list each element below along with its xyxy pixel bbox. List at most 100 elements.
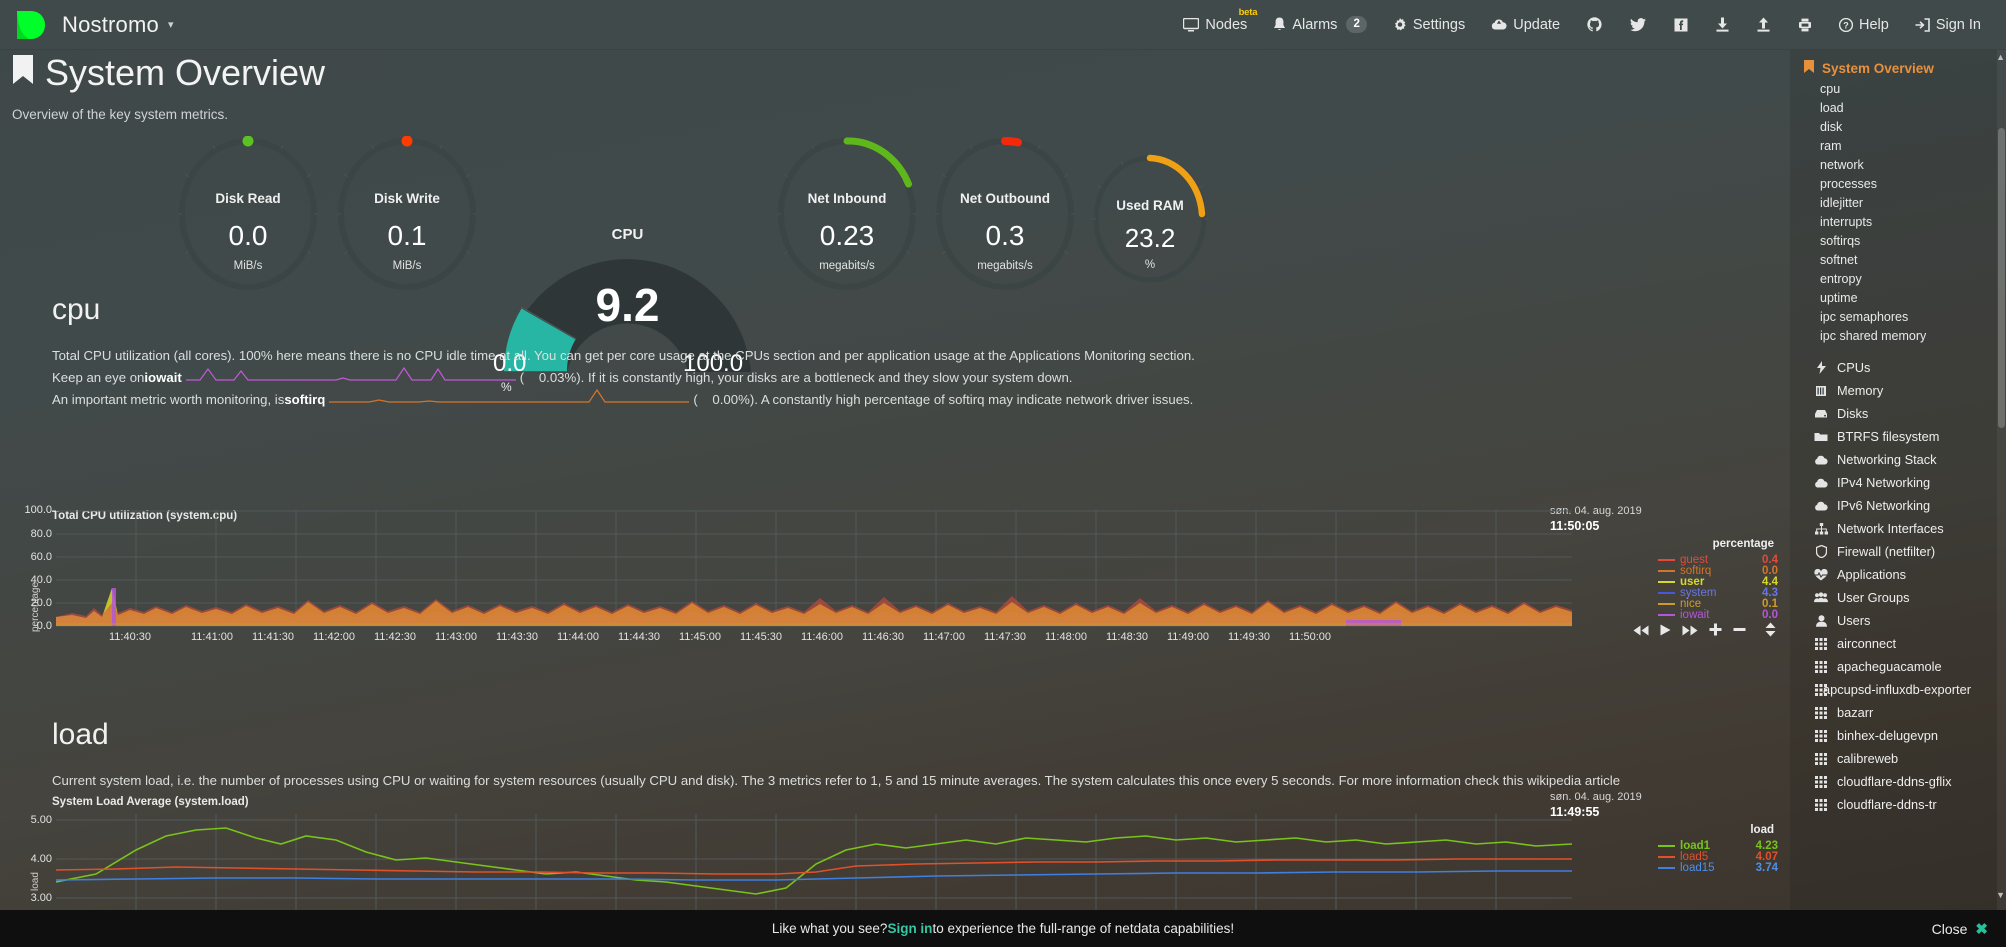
sidebar-item-network[interactable]: network xyxy=(1820,158,1864,172)
sidebar-item-apcupsd-influxdb-exporter[interactable]: apcupsd-influxdb-exporter xyxy=(1790,678,2006,701)
nav-github[interactable] xyxy=(1573,0,1616,49)
gauge-used-ram[interactable]: Used RAM 23.2 % xyxy=(1092,154,1208,284)
cpu-desc-line3-keyword: softirq xyxy=(284,391,326,407)
gauge-net-inbound[interactable]: Net Inbound 0.23 megabits/s xyxy=(777,136,917,291)
sidebar-item-cpus[interactable]: CPUs xyxy=(1790,356,2006,379)
sidebar-item-cloudflare-ddns-tr[interactable]: cloudflare-ddns-tr xyxy=(1790,793,2006,816)
zoom-in-icon[interactable] xyxy=(1709,623,1722,638)
sidebar-item-firewall-netfilter[interactable]: Firewall (netfilter) xyxy=(1790,540,2006,563)
nav-help[interactable]: ? Help xyxy=(1826,0,1902,49)
sidebar-item-calibreweb[interactable]: calibreweb xyxy=(1790,747,2006,770)
legend-item[interactable]: load15 3.74 xyxy=(1658,862,1778,874)
nav-twitter[interactable] xyxy=(1616,0,1660,49)
legend-item[interactable]: user 4.4 xyxy=(1658,576,1778,588)
sidebar-item-user-groups[interactable]: User Groups xyxy=(1790,586,2006,609)
legend-item[interactable]: guest 0.4 xyxy=(1658,554,1778,566)
close-icon: ✖ xyxy=(1975,920,1988,938)
sidebar-item-label: cloudflare-ddns-gflix xyxy=(1837,773,1952,789)
x-tick: 11:44:00 xyxy=(556,631,599,643)
sidebar-item-disk[interactable]: disk xyxy=(1820,120,1843,134)
sidebar-item-ipv4-networking[interactable]: IPv4 Networking xyxy=(1790,471,2006,494)
legend-value: 0.0 xyxy=(1762,609,1778,621)
brand-name[interactable]: Nostromo xyxy=(62,11,159,37)
rewind-icon[interactable] xyxy=(1633,624,1649,638)
nav-settings[interactable]: Settings xyxy=(1380,0,1478,49)
nav-alarms[interactable]: Alarms 2 xyxy=(1260,0,1380,49)
banner-signin-link[interactable]: Sign in xyxy=(887,921,933,936)
sidebar-header-system-overview[interactable]: System Overview xyxy=(1790,56,2006,80)
nav-export[interactable] xyxy=(1743,0,1784,49)
play-icon[interactable] xyxy=(1660,624,1671,638)
sidebar-item-softirqs[interactable]: softirqs xyxy=(1820,234,1861,248)
sidebar-item-cloudflare-ddns-gflix[interactable]: cloudflare-ddns-gflix xyxy=(1790,770,2006,793)
chart-system-load[interactable]: System Load Average (system.load) søn. 0… xyxy=(30,791,1782,921)
nav-import[interactable] xyxy=(1702,0,1743,49)
x-tick: 11:48:00 xyxy=(1044,631,1087,643)
sidebar-item-memory[interactable]: Memory xyxy=(1790,379,2006,402)
sidebar-item-airconnect[interactable]: airconnect xyxy=(1790,632,2006,655)
sidebar-item-label: Users xyxy=(1837,612,1871,628)
gauge-disk-write[interactable]: Disk Write 0.1 MiB/s xyxy=(337,135,477,291)
sidebar-item-uptime[interactable]: uptime xyxy=(1820,291,1858,305)
cpu-desc-line3-post: ). A constantly high percentage of softi… xyxy=(749,391,1194,407)
nav-facebook[interactable] xyxy=(1660,0,1702,49)
gauge-disk-read[interactable]: Disk Read 0.0 MiB/s xyxy=(178,135,318,291)
sidebar-item-interrupts[interactable]: interrupts xyxy=(1820,215,1873,229)
gauge-net-outbound[interactable]: Net Outbound 0.3 megabits/s xyxy=(935,136,1075,291)
netdata-logo-icon[interactable] xyxy=(10,8,50,42)
scroll-down-arrow[interactable]: ▼ xyxy=(1996,890,2005,900)
sidebar-item-ipc-shared-memory[interactable]: ipc shared memory xyxy=(1820,329,1927,343)
forward-icon[interactable] xyxy=(1682,624,1698,638)
sidebar-item-ipv6-networking[interactable]: IPv6 Networking xyxy=(1790,494,2006,517)
banner-close-button[interactable]: Close ✖ xyxy=(1932,920,1988,938)
sidebar-item-processes[interactable]: processes xyxy=(1820,177,1877,191)
right-sidebar[interactable]: System Overview cpu load disk ram networ… xyxy=(1790,50,2006,947)
legend-color-swatch xyxy=(1658,559,1675,561)
sidebar-item-softnet[interactable]: softnet xyxy=(1820,253,1858,267)
resize-icon[interactable] xyxy=(1765,622,1776,639)
sidebar-item-network-interfaces[interactable]: Network Interfaces xyxy=(1790,517,2006,540)
nav-sign-in[interactable]: Sign In xyxy=(1902,0,1994,49)
sidebar-item-entropy[interactable]: entropy xyxy=(1820,272,1862,286)
sidebar-item-bazarr[interactable]: bazarr xyxy=(1790,701,2006,724)
nav-nodes[interactable]: Nodes beta xyxy=(1170,0,1260,49)
scroll-up-arrow[interactable]: ▲ xyxy=(1996,52,2005,62)
sidebar-item-apacheguacamole[interactable]: apacheguacamole xyxy=(1790,655,2006,678)
sidebar-item-label: calibreweb xyxy=(1837,750,1899,766)
gauge-cpu[interactable]: CPU 9.2 xyxy=(500,226,755,410)
legend-item[interactable]: load5 4.07 xyxy=(1658,851,1778,863)
legend-item[interactable]: load1 4.23 xyxy=(1658,840,1778,852)
sidebar-item-ipc-semaphores[interactable]: ipc semaphores xyxy=(1820,310,1909,324)
zoom-out-icon[interactable] xyxy=(1733,623,1746,638)
nav-update[interactable]: Update xyxy=(1478,0,1573,49)
legend-item[interactable]: system 4.3 xyxy=(1658,587,1778,599)
bell-icon xyxy=(1273,17,1286,32)
sidebar-item-label: Networking Stack xyxy=(1837,451,1937,467)
sidebar-item-idlejitter[interactable]: idlejitter xyxy=(1820,196,1864,210)
sidebar-item-btrfs-filesystem[interactable]: BTRFS filesystem xyxy=(1790,425,2006,448)
grid-icon xyxy=(1814,706,1828,719)
sidebar-item-cpu[interactable]: cpu xyxy=(1820,82,1841,96)
sidebar-item-users[interactable]: Users xyxy=(1790,609,2006,632)
legend-item[interactable]: nice 0.1 xyxy=(1658,598,1778,610)
legend-item[interactable]: softirq 0.0 xyxy=(1658,565,1778,577)
legend-item[interactable]: iowait 0.0 xyxy=(1658,609,1778,621)
sidebar-item-disks[interactable]: Disks xyxy=(1790,402,2006,425)
alarms-count-badge: 2 xyxy=(1346,16,1367,33)
scrollbar-thumb[interactable] xyxy=(1998,128,2005,428)
cpu-desc-line2-keyword: iowait xyxy=(144,369,182,385)
sidebar-item-applications[interactable]: Applications xyxy=(1790,563,2006,586)
sidebar-item-networking-stack[interactable]: Networking Stack xyxy=(1790,448,2006,471)
cloud-icon xyxy=(1814,501,1828,511)
sidebar-item-binhex-delugevpn[interactable]: binhex-delugevpn xyxy=(1790,724,2006,747)
x-tick: 11:43:00 xyxy=(434,631,477,643)
brand-dropdown-caret[interactable]: ▾ xyxy=(167,19,174,31)
chart-system-cpu[interactable]: Total CPU utilization (system.cpu) søn. … xyxy=(24,504,1782,680)
legend-color-swatch xyxy=(1658,867,1675,869)
users-icon xyxy=(1814,592,1828,603)
page-scrollbar[interactable]: ▲ ▼ xyxy=(1996,50,2006,947)
nav-print[interactable] xyxy=(1784,0,1826,49)
export-icon xyxy=(1757,17,1770,32)
sidebar-item-ram[interactable]: ram xyxy=(1820,139,1842,153)
sidebar-item-load[interactable]: load xyxy=(1820,101,1844,115)
